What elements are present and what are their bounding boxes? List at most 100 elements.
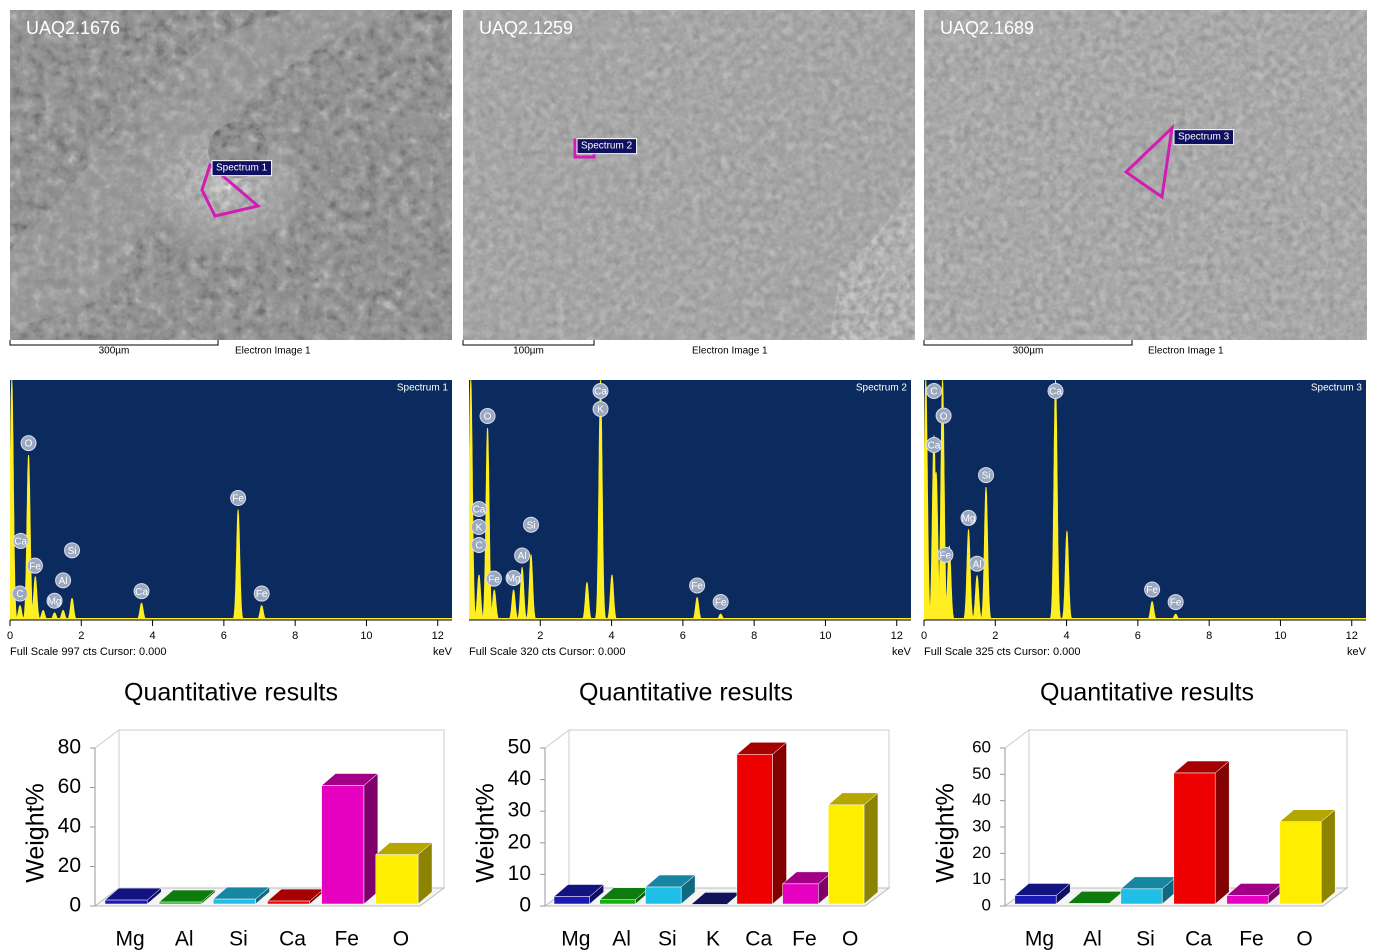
peak-label: C	[475, 541, 482, 552]
x-tick-label: 2	[537, 630, 543, 642]
y-tick-label: 20	[972, 843, 991, 862]
bar	[104, 899, 148, 905]
peak-label: Al	[59, 576, 68, 587]
spectrum-footer: Full Scale 997 cts Cursor: 0.000	[10, 646, 167, 658]
spectrum-tag-box	[211, 160, 273, 177]
peak-label: C	[16, 589, 23, 600]
x-tick-label: 8	[292, 630, 298, 642]
peak-label: O	[484, 412, 492, 423]
scale-bar-label: 300µm	[1013, 346, 1044, 357]
peak-label: Mg	[48, 596, 62, 607]
x-tick-label: 10	[1274, 630, 1286, 642]
bar	[1014, 895, 1057, 905]
peak-label: Fe	[691, 581, 703, 592]
x-tick-label: 10	[360, 630, 372, 642]
bar	[1226, 895, 1269, 905]
peak-label: Al	[518, 551, 527, 562]
x-tick-label: 0	[921, 630, 927, 642]
spectrum-tag: Spectrum 3	[1178, 132, 1230, 143]
spectrum-region	[200, 162, 262, 218]
y-tick-label: 10	[508, 862, 531, 885]
x-tick-label: 6	[680, 630, 686, 642]
peak-label-bg	[26, 557, 43, 574]
x-tick-label: 12	[891, 630, 903, 642]
footer-prefix: Full Scale	[469, 646, 517, 658]
y-tick-label: 0	[982, 895, 991, 914]
full-scale: 997	[61, 646, 79, 658]
scale-bar	[462, 340, 595, 346]
peak-label: Si	[68, 546, 77, 557]
x-tick-label: 4	[1064, 630, 1070, 642]
x-tick-label: Si	[1136, 928, 1155, 951]
spectrum-tag-box	[1173, 129, 1235, 146]
peak-label: Fe	[29, 561, 41, 572]
spectrum-peak	[231, 508, 246, 620]
image-caption: Electron Image 1	[692, 346, 768, 357]
x-tick-label: Fe	[1239, 928, 1264, 951]
image-label: UAQ2.1676	[26, 18, 120, 38]
scale-bar	[9, 340, 219, 346]
peak-label: K	[476, 523, 483, 534]
x-tick-label: Si	[658, 928, 677, 951]
peak-label-bg	[470, 500, 487, 517]
peak-label-bg	[470, 536, 487, 553]
side-wall	[1004, 729, 1030, 907]
x-tick-label: 8	[751, 630, 757, 642]
peak-label-bg	[712, 594, 729, 610]
x-tick-label: 8	[1206, 630, 1212, 642]
peak-label-bg	[925, 437, 942, 453]
x-tick-label: 12	[432, 630, 444, 642]
peak-label-bg	[925, 383, 942, 399]
x-tick-label: 6	[221, 630, 227, 642]
peak-label-bg	[55, 572, 72, 589]
x-unit: keV	[433, 646, 453, 658]
peak-label-bg	[46, 592, 63, 609]
peak-label-bg	[470, 518, 487, 535]
peak-label-bg	[514, 547, 531, 564]
peak-label-bg	[960, 509, 977, 526]
y-tick-label: 40	[58, 815, 81, 838]
spectrum-plot	[924, 380, 1366, 620]
peak-label-bg	[12, 532, 29, 549]
peak-label: Ca	[1049, 387, 1062, 398]
image-caption: Electron Image 1	[1148, 346, 1224, 357]
x-tick-label: Ca	[1185, 928, 1212, 951]
x-tick-label: Mg	[561, 928, 590, 951]
y-tick-label: 40	[508, 767, 531, 790]
peak-label: Si	[527, 520, 536, 531]
peak-label: Fe	[256, 589, 268, 600]
peak-label: O	[25, 439, 33, 450]
y-tick-label: 20	[508, 830, 531, 853]
chart-title: Quantitative results	[579, 679, 793, 707]
y-tick-label: 0	[69, 894, 81, 917]
x-tick-label: Mg	[115, 928, 144, 951]
peak-label: K	[597, 405, 604, 416]
y-tick-label: 30	[972, 816, 991, 835]
peak-label-bg	[505, 569, 522, 586]
x-tick-label: 4	[609, 630, 615, 642]
image-label: UAQ2.1259	[479, 18, 573, 38]
spectrum-peak	[1049, 380, 1062, 620]
y-axis-title: Weight%	[932, 783, 960, 883]
spectrum-peaks	[469, 380, 728, 620]
y-axis-title: Weight%	[22, 783, 50, 883]
full-scale: 320	[520, 646, 538, 658]
x-tick-label: 0	[7, 630, 13, 642]
chart-title: Quantitative results	[124, 679, 338, 707]
peak-label-bg	[937, 546, 954, 563]
scale-bar-label: 100µm	[513, 346, 544, 357]
x-tick-label: 6	[1135, 630, 1141, 642]
bar	[782, 883, 819, 905]
peak-label-bg	[969, 555, 986, 572]
y-tick-label: 40	[972, 790, 991, 809]
image-caption: Electron Image 1	[235, 346, 311, 357]
x-tick-label: Mg	[1025, 928, 1054, 951]
bar	[375, 854, 419, 905]
bar	[553, 896, 590, 905]
peak-label-bg	[20, 435, 37, 452]
x-tick-label: Al	[612, 928, 631, 951]
spectrum-plot	[469, 380, 911, 620]
peak-label: Fe	[1170, 598, 1182, 609]
full-scale: 325	[975, 646, 993, 658]
